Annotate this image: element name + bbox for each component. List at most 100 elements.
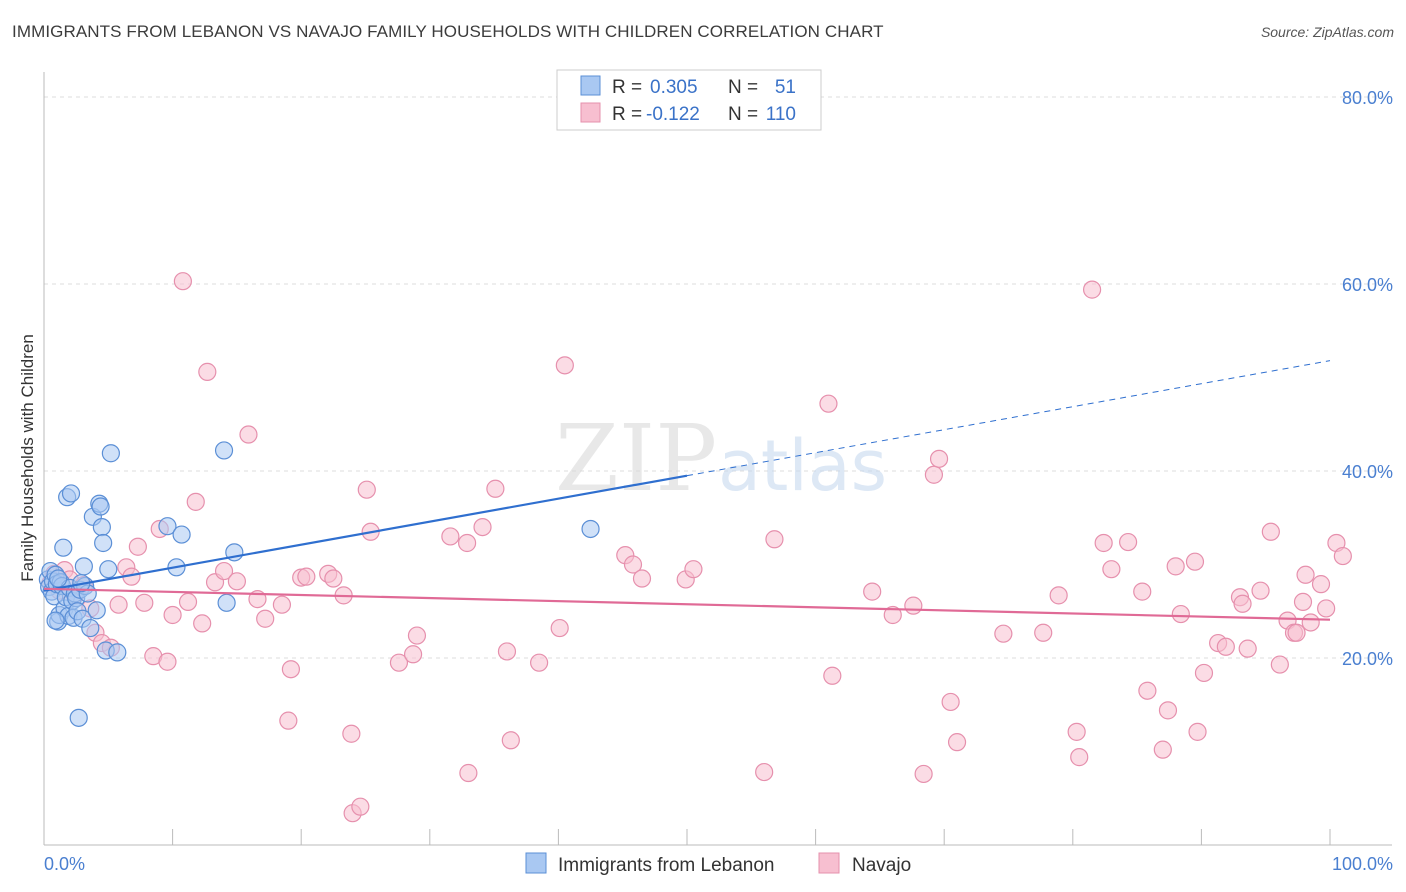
- lebanon-point-39: [108, 643, 127, 662]
- navajo-point-58: [623, 555, 643, 574]
- axes: [43, 72, 1392, 846]
- navajo-point-22: [186, 492, 205, 511]
- lebanon-point-33: [91, 497, 110, 516]
- navajo-point-98: [1261, 522, 1280, 541]
- navajo-point-104: [1301, 613, 1320, 632]
- navajo-point-11: [109, 595, 128, 614]
- navajo-point-43: [357, 480, 376, 499]
- navajo-point-106: [1317, 599, 1336, 618]
- navajo-point-71: [929, 449, 949, 468]
- legend-r-value-2: -0.122: [646, 104, 700, 125]
- navajo-point-73: [947, 733, 967, 752]
- navajo-point-72: [941, 692, 960, 712]
- lebanon-point-24: [69, 708, 88, 727]
- navajo-point-50: [473, 517, 492, 537]
- navajo-point-75: [1034, 623, 1053, 642]
- navajo-point-53: [501, 731, 520, 750]
- lebanon-point-12: [54, 538, 73, 557]
- navajo-point-20: [173, 272, 192, 291]
- grid-lines: [44, 96, 1392, 659]
- navajo-point-86: [1158, 701, 1178, 720]
- navajo-point-105: [1311, 575, 1331, 594]
- series-lebanon-points: [38, 441, 600, 727]
- navajo-point-28: [239, 425, 258, 444]
- navajo-point-31: [272, 595, 292, 614]
- lebanon-point-46: [581, 519, 600, 539]
- legend-r-value-1: 0.305: [650, 77, 698, 98]
- navajo-point-52: [497, 642, 517, 661]
- navajo-point-41: [351, 797, 370, 816]
- navajo-point-95: [1233, 594, 1252, 613]
- trend-lines: [43, 360, 1331, 621]
- navajo-point-56: [555, 356, 574, 375]
- watermark-atlas: atlas: [718, 425, 887, 507]
- navajo-point-77: [1067, 722, 1086, 741]
- navajo-point-61: [684, 560, 703, 579]
- navajo-point-80: [1094, 533, 1113, 553]
- navajo-point-44: [389, 653, 409, 672]
- bottom-legend-label-navajo: Navajo: [852, 855, 911, 876]
- lebanon-point-40: [158, 517, 177, 536]
- x-tick-label-start: 0.0%: [44, 854, 85, 874]
- navajo-point-78: [1070, 748, 1089, 767]
- lebanon-point-35: [94, 533, 113, 553]
- y-tick-labels: 20.0% 40.0% 60.0% 80.0%: [1342, 88, 1393, 669]
- navajo-point-90: [1188, 722, 1207, 741]
- bottom-legend-swatch-navajo: [818, 852, 840, 874]
- x-ticks: [172, 829, 1331, 845]
- navajo-point-81: [1102, 560, 1121, 579]
- lebanon-point-48: [49, 569, 68, 588]
- lebanon-point-18: [61, 484, 81, 503]
- lebanon-point-34: [92, 517, 111, 537]
- legend-n-value-1: 51: [775, 77, 796, 98]
- navajo-point-59: [632, 569, 652, 588]
- bottom-legend-label-lebanon: Immigrants from Lebanon: [558, 855, 775, 876]
- legend-r-label-1: R =: [612, 77, 642, 98]
- chart-title: IMMIGRANTS FROM LEBANON VS NAVAJO FAMILY…: [12, 22, 884, 41]
- lebanon-point-29: [81, 618, 100, 638]
- navajo-point-109: [1287, 623, 1306, 642]
- navajo-point-54: [530, 653, 549, 672]
- lebanon-point-50: [74, 557, 93, 576]
- navajo-point-37: [324, 569, 343, 588]
- lebanon-point-38: [101, 444, 120, 463]
- source-label: Source: ZipAtlas.com: [1260, 24, 1394, 40]
- navajo-point-64: [819, 394, 838, 413]
- series-navajo-points: [41, 272, 1352, 823]
- navajo-point-67: [883, 605, 902, 625]
- legend-n-value-2: 110: [766, 104, 796, 125]
- trend-line-navajo: [43, 587, 1331, 621]
- y-tick-label-40: 40.0%: [1342, 462, 1393, 482]
- navajo-point-74: [994, 624, 1013, 643]
- trend-line-lebanon-projection: [686, 360, 1331, 477]
- navajo-point-84: [1138, 681, 1157, 700]
- navajo-point-26: [214, 561, 234, 581]
- navajo-point-18: [158, 652, 177, 671]
- lebanon-point-47: [46, 611, 65, 630]
- navajo-point-15: [135, 593, 154, 612]
- lebanon-point-37: [99, 560, 118, 579]
- navajo-point-55: [550, 618, 569, 638]
- navajo-point-45: [403, 645, 423, 664]
- navajo-point-108: [1333, 546, 1352, 566]
- navajo-point-99: [1270, 655, 1289, 674]
- navajo-point-47: [441, 527, 460, 546]
- navajo-point-85: [1153, 740, 1172, 759]
- navajo-point-48: [457, 533, 477, 553]
- navajo-point-97: [1251, 581, 1270, 600]
- navajo-point-49: [459, 763, 478, 783]
- navajo-point-39: [342, 724, 361, 743]
- navajo-point-89: [1185, 552, 1205, 571]
- navajo-point-65: [823, 666, 842, 685]
- x-tick-label-end: 100.0%: [1332, 854, 1393, 874]
- navajo-point-103: [1296, 565, 1315, 584]
- y-tick-label-80: 80.0%: [1342, 88, 1393, 108]
- trend-line-lebanon: [43, 474, 688, 592]
- navajo-point-66: [863, 582, 882, 601]
- navajo-point-62: [755, 762, 774, 782]
- navajo-point-30: [256, 609, 275, 628]
- legend-n-label-1: N =: [728, 77, 758, 98]
- navajo-point-87: [1166, 557, 1185, 576]
- navajo-point-76: [1049, 586, 1068, 605]
- y-tick-label-20: 20.0%: [1342, 649, 1393, 669]
